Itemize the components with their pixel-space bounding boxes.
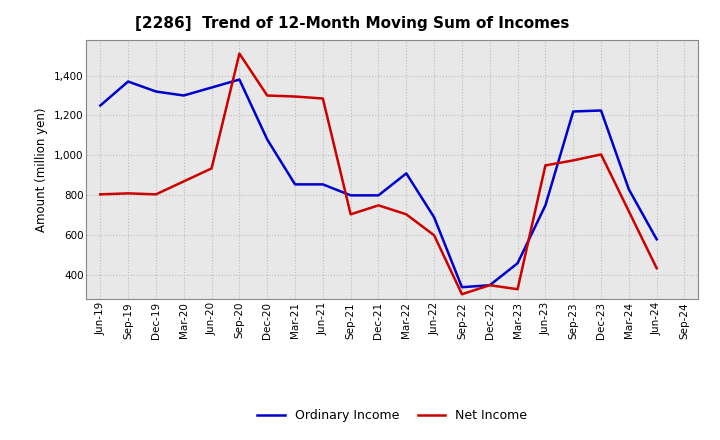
- Ordinary Income: [235, 77, 243, 82]
- Net Income: [291, 94, 300, 99]
- Ordinary Income: [152, 89, 161, 94]
- Ordinary Income: [124, 79, 132, 84]
- Net Income: [430, 233, 438, 238]
- Net Income: [235, 51, 243, 56]
- Ordinary Income: [652, 237, 661, 242]
- Net Income: [402, 212, 410, 217]
- Net Income: [569, 158, 577, 163]
- Ordinary Income: [96, 103, 104, 108]
- Line: Net Income: Net Income: [100, 54, 657, 294]
- Ordinary Income: [318, 182, 327, 187]
- Net Income: [485, 282, 494, 288]
- Ordinary Income: [346, 193, 355, 198]
- Ordinary Income: [430, 215, 438, 220]
- Ordinary Income: [458, 285, 467, 290]
- Ordinary Income: [541, 203, 550, 208]
- Ordinary Income: [207, 85, 216, 90]
- Net Income: [374, 203, 383, 208]
- Ordinary Income: [263, 137, 271, 142]
- Y-axis label: Amount (million yen): Amount (million yen): [35, 107, 48, 231]
- Net Income: [207, 166, 216, 171]
- Net Income: [96, 192, 104, 197]
- Ordinary Income: [402, 171, 410, 176]
- Ordinary Income: [569, 109, 577, 114]
- Net Income: [318, 96, 327, 101]
- Net Income: [597, 152, 606, 157]
- Ordinary Income: [513, 260, 522, 266]
- Ordinary Income: [291, 182, 300, 187]
- Ordinary Income: [374, 193, 383, 198]
- Line: Ordinary Income: Ordinary Income: [100, 80, 657, 287]
- Text: [2286]  Trend of 12-Month Moving Sum of Incomes: [2286] Trend of 12-Month Moving Sum of I…: [135, 16, 570, 32]
- Net Income: [513, 286, 522, 292]
- Net Income: [541, 163, 550, 168]
- Net Income: [346, 212, 355, 217]
- Net Income: [152, 192, 161, 197]
- Net Income: [652, 266, 661, 271]
- Ordinary Income: [485, 282, 494, 288]
- Ordinary Income: [624, 187, 633, 192]
- Ordinary Income: [179, 93, 188, 98]
- Net Income: [263, 93, 271, 98]
- Net Income: [124, 191, 132, 196]
- Net Income: [458, 292, 467, 297]
- Net Income: [179, 179, 188, 184]
- Ordinary Income: [597, 108, 606, 113]
- Legend: Ordinary Income, Net Income: Ordinary Income, Net Income: [252, 404, 533, 427]
